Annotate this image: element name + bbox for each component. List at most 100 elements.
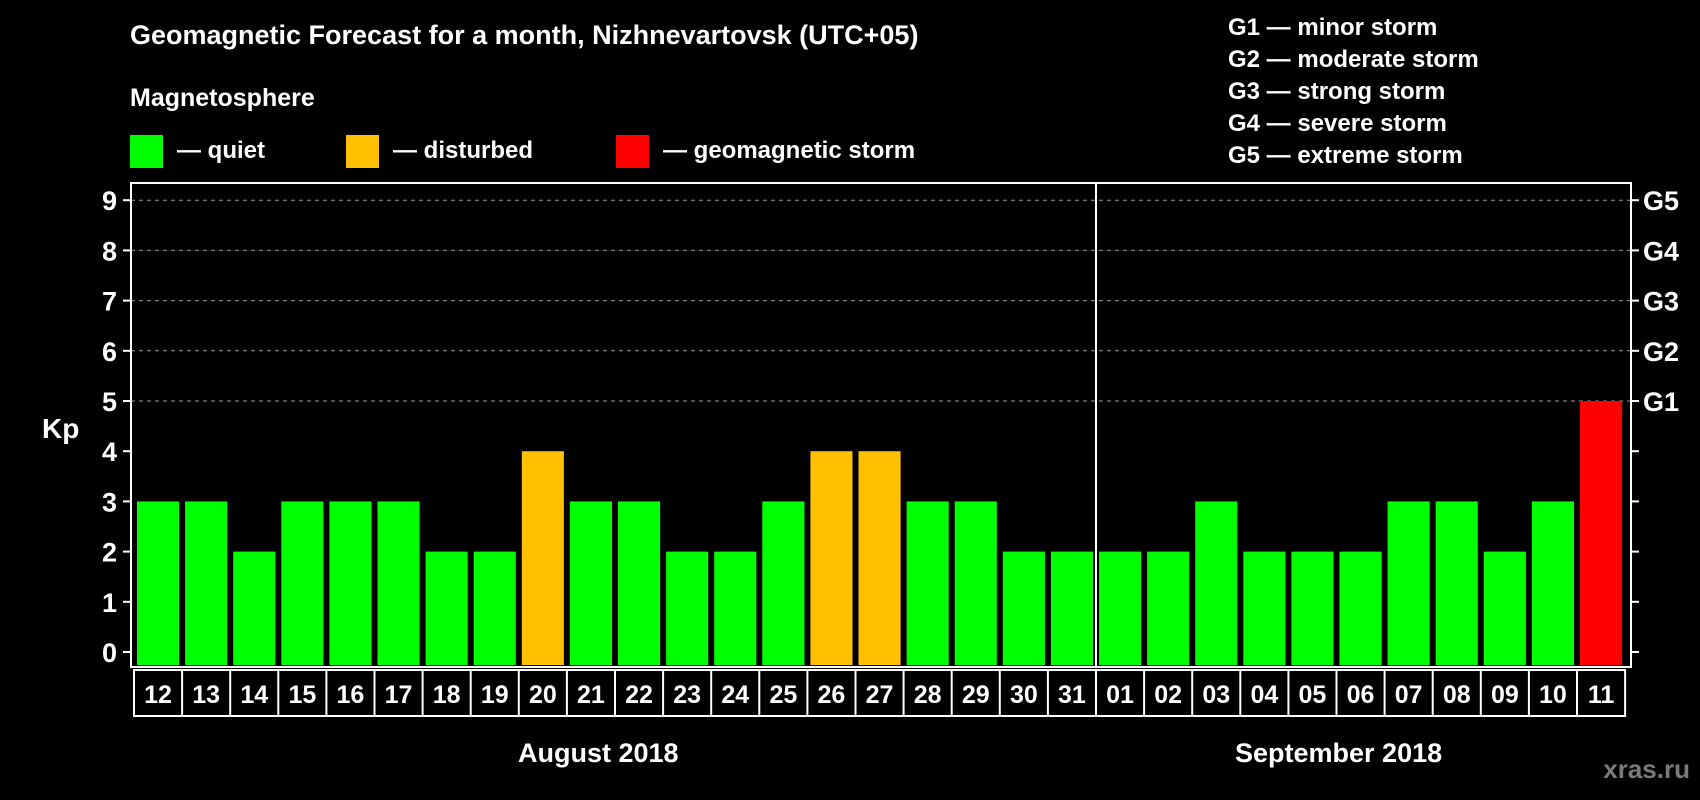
bar-27 xyxy=(858,451,901,665)
day-label-01: 01 xyxy=(1106,681,1134,709)
day-label-10: 10 xyxy=(1539,681,1567,709)
day-label-31: 31 xyxy=(1058,681,1086,709)
legend-disturbed: — disturbed xyxy=(346,134,533,168)
day-label-19: 19 xyxy=(481,681,509,709)
storm-swatch xyxy=(616,134,649,168)
day-label-09: 09 xyxy=(1491,681,1519,709)
legend-storm: — geomagnetic storm xyxy=(616,134,915,168)
bar-06 xyxy=(1339,551,1382,665)
day-label-14: 14 xyxy=(240,681,268,709)
y-tick-label: 4 xyxy=(102,437,117,467)
day-label-06: 06 xyxy=(1347,681,1375,709)
legend-quiet: — quiet xyxy=(130,134,265,168)
day-label-20: 20 xyxy=(529,681,557,709)
g-scale-label: G4 xyxy=(1643,236,1679,266)
month-label-august: August 2018 xyxy=(518,738,679,768)
day-label-11: 11 xyxy=(1588,681,1615,709)
day-label-25: 25 xyxy=(769,681,797,709)
day-label-04: 04 xyxy=(1250,681,1278,709)
bar-03 xyxy=(1195,501,1238,665)
bar-09 xyxy=(1483,551,1526,665)
g-scale-label: G3 xyxy=(1643,287,1679,317)
bar-15 xyxy=(281,501,324,665)
bar-21 xyxy=(569,501,612,665)
bar-08 xyxy=(1435,501,1478,665)
bar-01 xyxy=(1099,551,1142,665)
g-scale-label: G2 xyxy=(1643,337,1679,367)
day-label-17: 17 xyxy=(385,681,413,709)
y-tick-label: 8 xyxy=(102,236,117,266)
g-scale-label: G1 xyxy=(1643,387,1679,417)
bar-24 xyxy=(714,551,757,665)
day-label-15: 15 xyxy=(288,681,316,709)
bar-16 xyxy=(329,501,372,665)
day-label-23: 23 xyxy=(673,681,701,709)
bar-14 xyxy=(233,551,276,665)
bar-26 xyxy=(810,451,853,665)
day-label-16: 16 xyxy=(337,681,365,709)
bar-23 xyxy=(666,551,709,665)
quiet-swatch xyxy=(130,134,163,168)
scale-g1: G1 — minor storm xyxy=(1228,14,1438,41)
bar-29 xyxy=(954,501,997,665)
day-label-22: 22 xyxy=(625,681,653,709)
plot-frame xyxy=(130,182,1632,668)
y-tick-label: 6 xyxy=(102,337,117,367)
scale-g3: G3 — strong storm xyxy=(1228,78,1446,105)
watermark: xras.ru xyxy=(1603,754,1690,784)
legend-quiet-label: — quiet xyxy=(177,137,265,164)
bar-19 xyxy=(473,551,516,665)
bar-28 xyxy=(906,501,949,665)
day-label-28: 28 xyxy=(914,681,942,709)
bar-20 xyxy=(521,451,564,665)
y-tick-label: 9 xyxy=(102,186,117,216)
scale-g2: G2 — moderate storm xyxy=(1228,46,1479,73)
day-label-07: 07 xyxy=(1395,681,1423,709)
day-label-29: 29 xyxy=(962,681,990,709)
bar-25 xyxy=(762,501,805,665)
day-label-12: 12 xyxy=(144,681,172,709)
bar-22 xyxy=(618,501,661,665)
day-labels-frame xyxy=(133,669,1627,717)
scale-g4: G4 — severe storm xyxy=(1228,110,1447,137)
day-label-26: 26 xyxy=(818,681,846,709)
bar-02 xyxy=(1147,551,1190,665)
bar-10 xyxy=(1531,501,1574,665)
bar-31 xyxy=(1050,551,1093,665)
month-label-september: September 2018 xyxy=(1235,738,1443,768)
chart-title: Geomagnetic Forecast for a month, Nizhne… xyxy=(130,20,919,50)
legend-disturbed-label: — disturbed xyxy=(393,137,534,164)
scale-g5: G5 — extreme storm xyxy=(1228,142,1463,169)
bar-04 xyxy=(1243,551,1286,665)
day-label-03: 03 xyxy=(1202,681,1230,709)
bar-30 xyxy=(1002,551,1045,665)
bar-12 xyxy=(137,501,180,665)
bar-18 xyxy=(425,551,468,665)
y-tick-label: 2 xyxy=(102,538,117,568)
y-tick-label: 3 xyxy=(102,487,117,517)
day-label-24: 24 xyxy=(721,681,749,709)
day-label-13: 13 xyxy=(192,681,220,709)
bar-11 xyxy=(1580,401,1623,665)
bar-05 xyxy=(1291,551,1334,665)
bar-17 xyxy=(377,501,420,665)
g-scale-label: G5 xyxy=(1643,186,1679,216)
y-axis-label: Kp xyxy=(42,413,79,444)
day-label-08: 08 xyxy=(1443,681,1471,709)
legend-heading: Magnetosphere xyxy=(130,84,315,112)
y-tick-label: 1 xyxy=(102,588,117,618)
storm-scale-legend: G1 — minor storm G2 — moderate storm G3 … xyxy=(1228,12,1479,172)
legend-storm-label: — geomagnetic storm xyxy=(663,137,916,164)
y-tick-label: 0 xyxy=(102,638,117,668)
day-label-21: 21 xyxy=(577,681,605,709)
disturbed-swatch xyxy=(346,134,379,168)
bar-07 xyxy=(1387,501,1430,665)
y-tick-label: 5 xyxy=(102,387,117,417)
day-label-30: 30 xyxy=(1010,681,1038,709)
bar-13 xyxy=(185,501,228,665)
day-label-02: 02 xyxy=(1154,681,1182,709)
day-label-27: 27 xyxy=(866,681,894,709)
day-label-18: 18 xyxy=(433,681,461,709)
day-label-05: 05 xyxy=(1299,681,1327,709)
